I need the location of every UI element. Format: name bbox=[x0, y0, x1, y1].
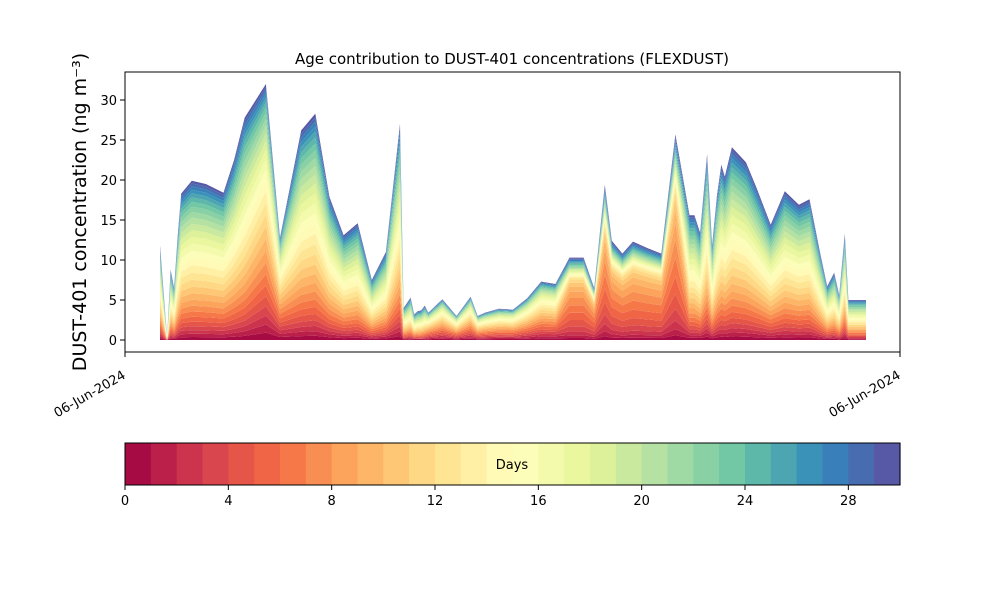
colorbar-bin-25 bbox=[770, 443, 798, 485]
colorbar-bin-14 bbox=[486, 443, 514, 485]
y-tick-label-0: 0 bbox=[109, 334, 117, 349]
area-series-day-0 bbox=[160, 332, 866, 340]
colorbar-tick-label-20: 20 bbox=[633, 494, 650, 509]
colorbar-bin-22 bbox=[693, 443, 720, 485]
area-series-day-3 bbox=[160, 306, 866, 340]
colorbar-tick-label-28: 28 bbox=[840, 494, 857, 509]
colorbar-bin-9 bbox=[357, 443, 384, 485]
colorbar-bin-2 bbox=[176, 443, 204, 485]
colorbar-tick-label-16: 16 bbox=[530, 494, 547, 509]
colorbar-bin-0 bbox=[125, 443, 152, 485]
colorbar-bin-10 bbox=[383, 443, 410, 485]
area-series-day-1 bbox=[160, 324, 866, 340]
colorbar-ticks: 0 4 8 12 16 20 24 28 bbox=[121, 485, 857, 509]
colorbar-bin-15 bbox=[512, 443, 539, 485]
colorbar-tick-label-8: 8 bbox=[328, 494, 336, 509]
colorbar-bin-20 bbox=[641, 443, 669, 485]
y-axis-label: DUST-401 concentration (ng m⁻³) bbox=[69, 53, 91, 371]
colorbar-bin-8 bbox=[331, 443, 359, 485]
colorbar-bin-19 bbox=[615, 443, 643, 485]
colorbar-bin-16 bbox=[538, 443, 565, 485]
colorbar-bin-4 bbox=[228, 443, 255, 485]
colorbar-label: Days bbox=[496, 458, 529, 473]
y-tick-label-30: 30 bbox=[100, 94, 117, 109]
colorbar-bin-7 bbox=[305, 443, 333, 485]
area-series-day-8 bbox=[160, 222, 866, 340]
area-series-day-4 bbox=[160, 294, 866, 340]
y-tick-label-15: 15 bbox=[100, 214, 117, 229]
stacked-area-layer bbox=[160, 84, 866, 340]
y-tick-label-10: 10 bbox=[100, 254, 117, 269]
colorbar-bin-3 bbox=[202, 443, 229, 485]
area-series-day-5 bbox=[160, 276, 866, 340]
colorbar-tick-label-12: 12 bbox=[427, 494, 444, 509]
area-series-day-11 bbox=[160, 191, 866, 340]
colorbar-bin-18 bbox=[590, 443, 617, 485]
plot-frame bbox=[124, 71, 901, 353]
colorbar bbox=[125, 443, 901, 485]
colorbar-tick-label-0: 0 bbox=[121, 494, 129, 509]
colorbar-bin-29 bbox=[874, 443, 901, 485]
colorbar-bin-11 bbox=[409, 443, 436, 485]
colorbar-bin-17 bbox=[564, 443, 591, 485]
colorbar-bin-28 bbox=[848, 443, 875, 485]
chart-title: Age contribution to DUST-401 concentrati… bbox=[295, 50, 729, 68]
colorbar-bin-12 bbox=[435, 443, 462, 485]
colorbar-bin-1 bbox=[150, 443, 178, 485]
y-tick-label-5: 5 bbox=[109, 294, 117, 309]
area-series-day-15 bbox=[160, 169, 866, 339]
colorbar-bin-26 bbox=[796, 443, 824, 485]
colorbar-bin-23 bbox=[719, 443, 746, 485]
colorbar-bin-21 bbox=[667, 443, 694, 485]
area-series-day-14 bbox=[160, 178, 866, 339]
colorbar-tick-label-4: 4 bbox=[224, 494, 232, 509]
colorbar-tick-label-24: 24 bbox=[737, 494, 754, 509]
colorbar-bin-24 bbox=[745, 443, 772, 485]
area-series-day-9 bbox=[160, 209, 866, 340]
y-axis: 0 5 10 15 20 25 30 bbox=[100, 94, 125, 349]
colorbar-bin-5 bbox=[254, 443, 281, 485]
area-series-day-7 bbox=[160, 239, 866, 340]
y-tick-label-25: 25 bbox=[100, 134, 117, 149]
colorbar-bin-27 bbox=[822, 443, 849, 485]
colorbar-frame bbox=[124, 442, 901, 486]
area-series-day-6 bbox=[160, 257, 866, 340]
area-series-day-2 bbox=[160, 315, 866, 340]
colorbar-bin-6 bbox=[280, 443, 307, 485]
colorbar-bin-13 bbox=[460, 443, 488, 485]
y-tick-label-20: 20 bbox=[100, 174, 117, 189]
